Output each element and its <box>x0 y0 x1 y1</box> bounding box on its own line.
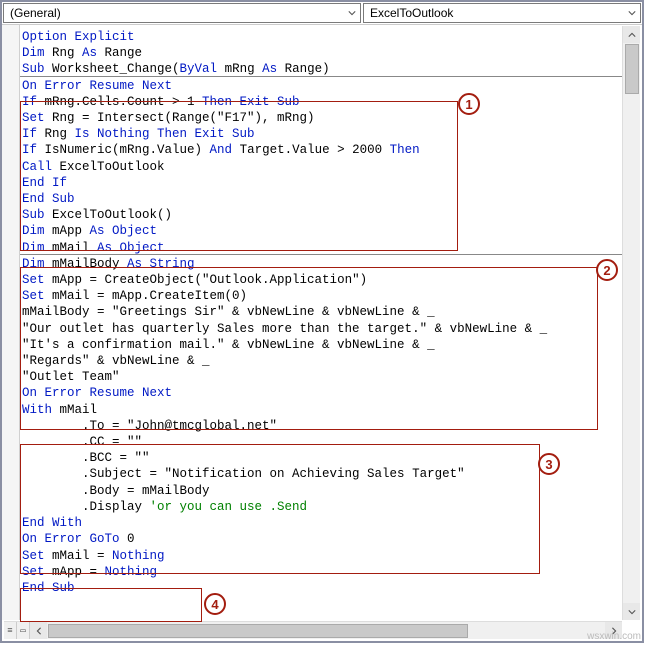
horizontal-scrollbar[interactable] <box>30 621 622 639</box>
vba-editor-window: (General) ExcelToOutlook Option Explicit… <box>0 0 644 643</box>
chevron-down-icon <box>628 9 636 17</box>
full-view-button[interactable]: ▭ <box>17 622 30 639</box>
annotation-circle-2: 2 <box>596 259 618 281</box>
scroll-up-arrow[interactable] <box>623 26 640 43</box>
vertical-scrollbar[interactable] <box>622 26 640 620</box>
procedure-dropdown-label: ExcelToOutlook <box>370 6 453 20</box>
annotation-box <box>20 444 540 574</box>
watermark: wsxwin.com <box>587 631 641 642</box>
annotation-circle-4: 4 <box>204 593 226 615</box>
scroll-thumb-v[interactable] <box>625 44 639 94</box>
annotation-circle-1: 1 <box>458 93 480 115</box>
annotation-box <box>20 267 598 430</box>
object-dropdown[interactable]: (General) <box>3 3 361 23</box>
object-dropdown-label: (General) <box>10 6 61 20</box>
scroll-left-arrow[interactable] <box>30 622 47 639</box>
procedure-view-button[interactable]: ≡ <box>4 622 17 639</box>
code-area: Option Explicit Dim Rng As Range Sub Wor… <box>2 25 642 620</box>
annotation-box <box>20 101 458 251</box>
view-mode-buttons: ≡ ▭ <box>4 621 30 639</box>
dropdown-bar: (General) ExcelToOutlook <box>2 2 642 25</box>
scroll-down-arrow[interactable] <box>623 603 640 620</box>
annotation-box <box>20 588 202 622</box>
chevron-down-icon <box>348 9 356 17</box>
annotation-circle-3: 3 <box>538 453 560 475</box>
scroll-thumb-h[interactable] <box>48 624 468 638</box>
procedure-dropdown[interactable]: ExcelToOutlook <box>363 3 641 23</box>
